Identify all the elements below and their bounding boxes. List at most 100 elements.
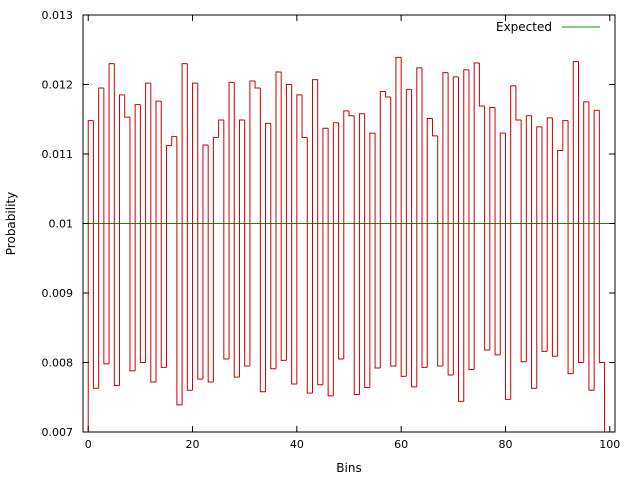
histogram-bin (499, 132, 506, 355)
histogram-bin (265, 122, 271, 392)
histogram-bin (202, 144, 209, 380)
histogram-bin (588, 101, 595, 391)
histogram-bin (358, 113, 365, 395)
plot-lines (83, 56, 615, 432)
histogram-bin (212, 136, 219, 382)
histogram-bin (301, 94, 308, 138)
histogram-bin (494, 107, 501, 356)
histogram-bin (364, 113, 370, 389)
histogram-bin (296, 94, 303, 385)
histogram-bin (504, 133, 511, 400)
y-tick-label: 0.012 (42, 79, 74, 92)
histogram-bin (92, 120, 99, 389)
histogram-bin (103, 87, 110, 365)
histogram-bin (108, 63, 115, 364)
histogram-bin (134, 104, 141, 371)
histogram-bin (98, 87, 104, 389)
histogram-bin (557, 150, 563, 357)
histogram-bin (275, 71, 282, 369)
histogram-bin (181, 63, 188, 405)
histogram-bin (343, 110, 349, 360)
histogram-bin (468, 69, 475, 370)
legend-label-expected: Expected (496, 20, 552, 34)
y-tick-label: 0.01 (49, 218, 74, 231)
y-tick-label: 0.013 (42, 9, 74, 22)
axis-ticks: 0 20 40 60 80 100 0.007 0.008 0.009 0.01 0.011 0.01… (42, 9, 621, 451)
histogram-bin (515, 85, 522, 121)
histogram-bin (447, 72, 454, 376)
histogram-bin (338, 122, 344, 360)
histogram-bin (244, 119, 250, 367)
histogram-bin (165, 145, 172, 368)
histogram-bin (322, 127, 329, 385)
histogram-bin (520, 119, 527, 363)
histogram-bin (254, 81, 261, 89)
histogram-bin (484, 106, 490, 351)
histogram-bin (577, 61, 584, 363)
histogram-bin (531, 115, 537, 389)
histogram-bin (478, 62, 485, 107)
y-tick-label: 0.009 (42, 287, 74, 300)
histogram-bin (119, 94, 125, 386)
histogram-bin (176, 136, 183, 406)
histogram-bin (259, 87, 266, 393)
histogram-bin (238, 119, 245, 378)
histogram-bin (510, 85, 516, 400)
histogram-bin (207, 144, 214, 383)
histogram-bin (285, 84, 292, 361)
histogram-bin (473, 62, 480, 370)
histogram-bin (395, 56, 402, 366)
x-tick-label: 40 (290, 438, 304, 451)
histogram-bin (572, 61, 579, 374)
histogram-bin (291, 84, 297, 385)
histogram-bin (192, 82, 198, 391)
histogram-bin (280, 71, 287, 361)
histogram-bin (171, 136, 177, 146)
histogram-bin (458, 76, 464, 402)
x-tick-label: 20 (186, 438, 200, 451)
histogram-bin (113, 63, 120, 386)
histogram-bin (155, 100, 162, 382)
histogram-bin (348, 110, 355, 117)
x-tick-label: 80 (498, 438, 512, 451)
histogram-bin (431, 118, 438, 137)
y-tick-label: 0.008 (42, 357, 74, 370)
histogram-bin (311, 79, 318, 394)
histogram-bin (489, 106, 496, 350)
histogram-bin (369, 132, 376, 388)
histogram-bin (228, 81, 235, 360)
histogram-bin (139, 104, 146, 363)
histogram-bin (233, 82, 240, 378)
y-axis-label: Probability (4, 192, 18, 255)
histogram-bin (306, 137, 313, 394)
histogram-bin (426, 118, 433, 368)
histogram-bin (411, 89, 417, 388)
histogram-bin (536, 126, 542, 389)
histogram-bin (546, 117, 553, 352)
x-axis-label: Bins (336, 461, 361, 475)
y-tick-label: 0.011 (42, 148, 74, 161)
histogram-bin (525, 115, 532, 362)
histogram-bin (317, 79, 323, 386)
histogram-bin (598, 110, 605, 363)
histogram-bin (463, 69, 469, 402)
x-tick-label: 100 (599, 438, 620, 451)
histogram-bin (160, 101, 167, 368)
histogram-bin (437, 135, 443, 367)
histogram-bin (416, 67, 423, 387)
histogram-bin (400, 57, 407, 377)
histogram-bin (405, 88, 412, 377)
histogram-bin (374, 133, 381, 369)
histogram-bin (390, 97, 396, 367)
histogram-bin (567, 120, 574, 375)
histogram-bin (197, 83, 203, 380)
x-tick-label: 60 (394, 438, 408, 451)
histogram-bin (223, 119, 230, 360)
histogram-bin (421, 67, 428, 368)
histogram-bin (249, 80, 256, 366)
histogram-bin (270, 123, 276, 370)
histogram-bin (186, 63, 193, 391)
histogram-bin (87, 120, 94, 432)
histogram-bin (332, 122, 339, 396)
